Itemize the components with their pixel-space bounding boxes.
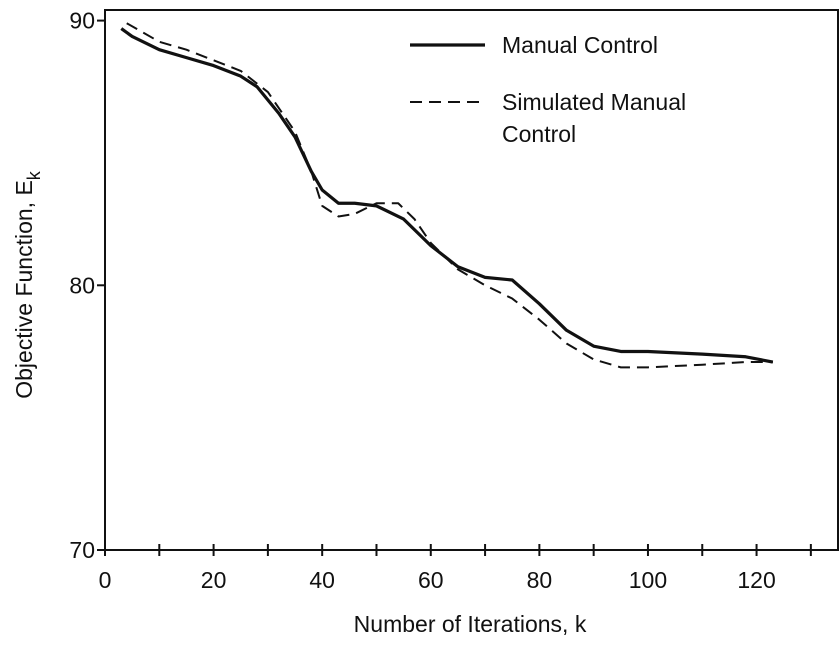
x-tick-label: 60 bbox=[418, 567, 444, 593]
y-axis-label: Objective Function, Ek bbox=[11, 170, 44, 399]
y-label-main: Objective Function, E bbox=[11, 180, 37, 399]
x-tick-label: 20 bbox=[201, 567, 227, 593]
y-tick-label: 80 bbox=[69, 272, 95, 298]
y-tick-label: 70 bbox=[69, 537, 95, 563]
legend-label: Manual Control bbox=[502, 32, 658, 58]
x-axis-label: Number of Iterations, k bbox=[354, 611, 587, 637]
x-tick-label: 120 bbox=[737, 567, 775, 593]
y-label-subscript: k bbox=[24, 170, 44, 180]
x-tick-label: 0 bbox=[99, 567, 112, 593]
legend-label: Simulated Manual Control bbox=[502, 89, 687, 147]
x-tick-label: 80 bbox=[527, 567, 553, 593]
line-series bbox=[120, 27, 774, 364]
line-series bbox=[126, 22, 773, 369]
x-tick-label: 100 bbox=[629, 567, 667, 593]
plot-frame bbox=[104, 9, 839, 551]
y-tick-label: 90 bbox=[69, 8, 95, 34]
x-tick-label: 40 bbox=[309, 567, 335, 593]
